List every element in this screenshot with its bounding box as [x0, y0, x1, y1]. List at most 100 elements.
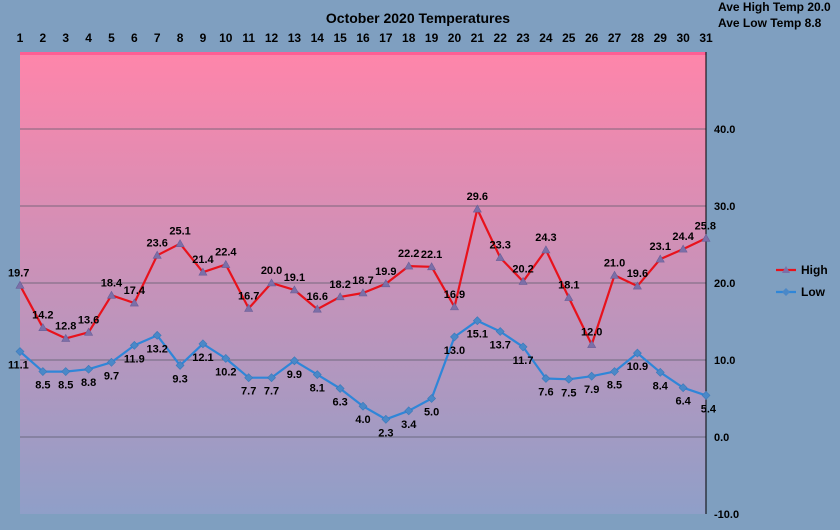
data-point-high: [449, 302, 459, 311]
data-label-high: 17.4: [124, 285, 146, 297]
x-tick-label: 2: [40, 31, 47, 45]
data-point-high: [289, 285, 299, 294]
data-label-low: 4.0: [355, 414, 370, 426]
x-tick-label: 8: [177, 31, 184, 45]
data-label-low: 5.4: [701, 403, 717, 415]
ave-high-stat: Ave High Temp 20.0: [718, 0, 831, 14]
data-point-high: [472, 204, 482, 213]
ave-low-stat: Ave Low Temp 8.8: [718, 16, 822, 30]
data-label-high: 16.9: [444, 289, 465, 301]
data-point-high: [564, 293, 574, 301]
data-point-low: [587, 371, 597, 381]
data-label-high: 24.4: [672, 231, 694, 243]
x-tick-label: 1: [17, 31, 24, 45]
data-label-low: 8.5: [58, 380, 73, 392]
data-point-low: [38, 367, 48, 376]
data-point-low: [15, 347, 25, 356]
legend-label-high: High: [801, 263, 828, 277]
data-point-high: [129, 298, 139, 307]
data-label-low: 3.4: [401, 419, 417, 431]
data-label-high: 18.2: [329, 279, 350, 291]
data-point-low: [198, 339, 208, 349]
data-label-low: 7.7: [241, 386, 256, 398]
data-point-low: [541, 374, 551, 383]
data-label-low: 7.5: [561, 387, 576, 399]
data-point-high: [404, 261, 414, 270]
data-point-high: [381, 279, 391, 288]
data-label-high: 22.1: [421, 249, 442, 261]
data-point-high: [244, 303, 254, 312]
data-label-low: 11.9: [124, 353, 145, 365]
data-label-low: 11.1: [8, 360, 29, 372]
data-label-high: 12.0: [581, 327, 602, 339]
y-tick-label: 10.0: [714, 355, 735, 367]
data-point-high: [335, 292, 345, 301]
data-point-low: [129, 340, 139, 350]
data-point-high: [358, 288, 368, 297]
data-point-low: [152, 330, 162, 340]
data-label-high: 22.2: [398, 248, 419, 260]
data-label-low: 8.4: [653, 380, 669, 392]
data-label-high: 18.7: [352, 275, 373, 287]
data-label-low: 15.1: [467, 329, 488, 341]
y-tick-label: 40.0: [714, 124, 735, 136]
top-band: [20, 52, 706, 55]
x-tick-label: 12: [265, 31, 279, 45]
x-tick-label: 9: [200, 31, 207, 45]
data-point-high: [84, 327, 94, 336]
data-label-high: 23.6: [146, 237, 167, 249]
x-tick-label: 4: [85, 31, 92, 45]
data-point-high: [678, 244, 688, 253]
data-point-high: [587, 339, 597, 348]
data-label-low: 7.9: [584, 384, 599, 396]
data-label-high: 29.6: [467, 191, 488, 203]
data-point-high: [267, 278, 277, 287]
data-point-high: [701, 233, 711, 242]
data-label-high: 25.8: [695, 220, 716, 232]
data-point-low: [678, 383, 688, 393]
data-label-high: 21.0: [604, 257, 625, 269]
data-label-high: 12.8: [55, 320, 76, 332]
x-tick-label: 19: [425, 31, 439, 45]
x-tick-label: 5: [108, 31, 115, 45]
data-label-low: 5.0: [424, 407, 439, 419]
x-tick-label: 25: [562, 31, 576, 45]
data-label-high: 19.7: [8, 267, 29, 279]
data-label-high: 20.2: [512, 263, 533, 275]
data-point-low: [358, 401, 368, 411]
data-point-low: [289, 356, 299, 366]
data-point-high: [518, 276, 528, 285]
x-tick-label: 14: [311, 31, 325, 45]
data-label-high: 19.9: [375, 266, 396, 278]
data-label-low: 10.2: [215, 366, 236, 378]
data-point-high: [655, 254, 665, 263]
x-tick-label: 10: [219, 31, 233, 45]
data-label-low: 13.0: [444, 345, 465, 357]
data-point-low: [701, 390, 711, 400]
data-point-high: [152, 250, 162, 259]
data-point-low: [610, 367, 619, 376]
data-point-high: [495, 252, 505, 261]
data-point-high: [427, 262, 437, 271]
x-tick-label: 15: [333, 31, 347, 45]
data-label-low: 6.4: [675, 396, 691, 408]
x-tick-label: 21: [471, 31, 485, 45]
data-point-low: [518, 342, 528, 352]
data-label-low: 12.1: [192, 352, 213, 364]
data-label-low: 7.6: [538, 386, 553, 398]
legend-marker-high: [782, 266, 790, 273]
data-label-low: 13.2: [146, 343, 167, 355]
data-label-low: 8.5: [35, 380, 50, 392]
data-point-low: [472, 316, 482, 326]
data-point-low: [655, 367, 665, 377]
data-label-high: 19.1: [284, 272, 305, 284]
data-label-low: 2.3: [378, 427, 393, 439]
data-label-high: 22.4: [215, 247, 237, 259]
data-point-low: [404, 406, 414, 416]
data-label-high: 19.6: [627, 268, 648, 280]
y-tick-label: 0.0: [714, 432, 729, 444]
data-label-low: 8.1: [310, 383, 325, 395]
data-point-high: [610, 270, 620, 279]
